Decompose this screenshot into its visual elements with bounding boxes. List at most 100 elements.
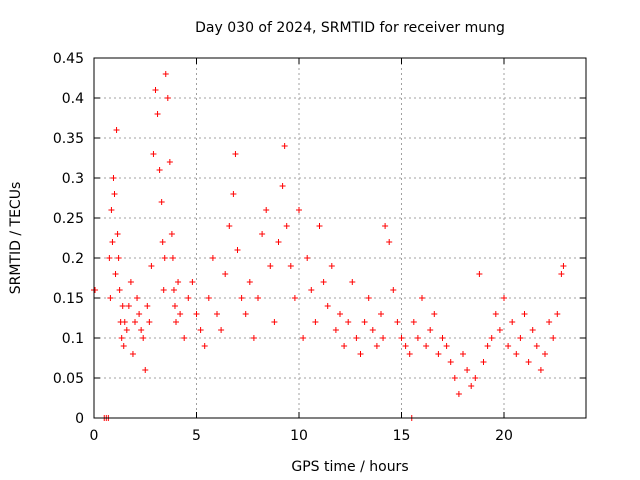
data-point [316, 223, 323, 229]
data-point [341, 343, 348, 349]
data-point [152, 87, 159, 93]
data-point [537, 367, 544, 373]
data-point [232, 151, 239, 157]
data-point [464, 367, 471, 373]
data-point [496, 327, 503, 333]
data-point [173, 319, 179, 325]
y-tick-label: 0.35 [53, 131, 84, 147]
data-point [560, 263, 567, 269]
data-point [255, 295, 261, 301]
data-point [398, 335, 405, 341]
data-point [451, 375, 458, 381]
data-point [332, 327, 339, 333]
data-point [365, 295, 372, 301]
data-point [529, 327, 536, 333]
data-point [201, 343, 208, 349]
data-point [177, 311, 184, 317]
data-points [91, 71, 567, 421]
data-point [158, 199, 165, 205]
x-tick-label: 15 [393, 428, 411, 444]
data-point [246, 279, 253, 285]
data-point [390, 287, 397, 293]
data-point [554, 311, 561, 317]
data-point [129, 351, 136, 357]
y-tick-label: 0.1 [62, 331, 84, 347]
y-tick-label: 0.15 [53, 291, 84, 307]
data-point [140, 335, 147, 341]
data-point [214, 311, 220, 317]
data-point [533, 343, 540, 349]
data-point [304, 255, 311, 261]
data-point [160, 287, 167, 293]
data-point [170, 287, 177, 293]
data-point [281, 143, 288, 149]
data-point [505, 343, 512, 349]
data-point [386, 239, 393, 245]
data-point [92, 287, 99, 293]
data-point [324, 303, 331, 309]
data-point [108, 207, 115, 213]
plot-frame [93, 57, 587, 419]
data-point [406, 351, 413, 357]
data-point [394, 319, 401, 325]
y-tick-label: 0.4 [62, 91, 84, 107]
data-point [197, 327, 204, 333]
data-point [134, 295, 141, 301]
x-tick-label: 20 [495, 428, 513, 444]
data-point [209, 255, 216, 261]
data-point [468, 383, 475, 389]
data-point [230, 191, 237, 197]
data-point [455, 391, 462, 397]
data-point [169, 255, 176, 261]
data-point [517, 335, 524, 341]
data-point [357, 351, 364, 357]
y-tick-label: 0.25 [53, 211, 84, 227]
data-point [447, 359, 454, 365]
data-point [460, 351, 466, 357]
data-point [121, 319, 128, 325]
data-point [142, 367, 149, 373]
data-point [472, 375, 479, 381]
data-point [162, 71, 169, 77]
data-point [148, 263, 155, 269]
data-point [205, 295, 212, 301]
data-point [119, 303, 126, 309]
data-point [123, 327, 130, 333]
data-point [328, 263, 335, 269]
data-point [308, 287, 315, 293]
x-axis-label: GPS time / hours [291, 459, 408, 475]
data-point [380, 335, 387, 341]
data-point [361, 319, 368, 325]
data-point [476, 271, 483, 277]
y-tick-label: 0.3 [62, 171, 84, 187]
data-point [542, 351, 548, 357]
data-point [296, 207, 302, 213]
data-point [156, 167, 163, 173]
data-point [349, 279, 356, 285]
axis-ticks [93, 57, 586, 419]
data-point [414, 335, 421, 341]
data-point [125, 303, 132, 309]
data-point [521, 311, 528, 317]
data-point [106, 255, 113, 261]
data-point [423, 343, 430, 349]
data-point [279, 183, 286, 189]
data-point [116, 287, 123, 293]
data-point [402, 343, 409, 349]
data-point [242, 311, 249, 317]
data-point [435, 351, 442, 357]
data-point [107, 295, 114, 301]
data-point [226, 223, 233, 229]
data-point [312, 319, 319, 325]
data-point [492, 311, 499, 317]
data-point [546, 319, 553, 325]
data-point [550, 335, 557, 341]
data-point [513, 351, 520, 357]
data-point [114, 231, 121, 237]
data-point [501, 295, 507, 301]
data-point [181, 335, 188, 341]
data-point [159, 239, 166, 245]
data-point [431, 311, 438, 317]
data-point [259, 231, 266, 237]
data-point [337, 311, 343, 317]
